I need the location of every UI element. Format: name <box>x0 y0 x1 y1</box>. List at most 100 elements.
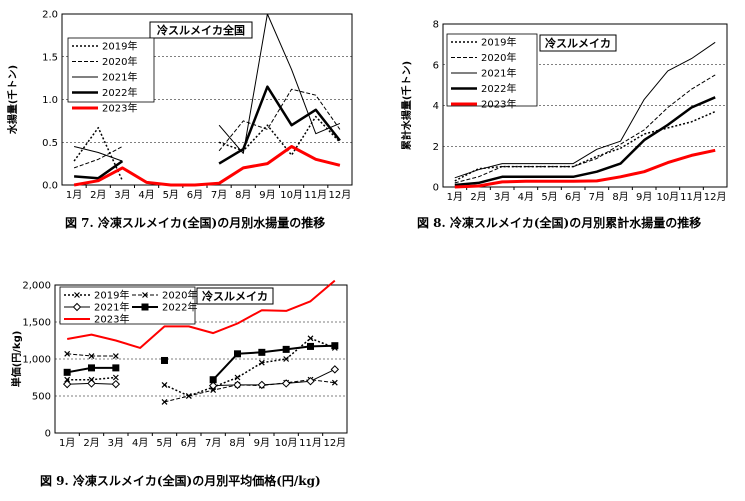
series-line <box>73 146 123 169</box>
legend-box <box>446 33 538 107</box>
figure-caption: 図 9. 冷凍スルメイカ(全国)の月別平均価格(円/kg) <box>40 473 321 488</box>
data-point <box>306 376 315 386</box>
legend-label: 2020年 <box>162 289 197 302</box>
x-tick-label: 12月 <box>329 189 352 201</box>
y-axis-title: 単価(円/kg) <box>10 331 23 388</box>
series-line <box>454 110 716 182</box>
series-2022年 <box>74 85 341 180</box>
series-line <box>164 337 336 397</box>
legend-label: 2019年 <box>94 289 129 302</box>
series-2020年 <box>73 88 341 169</box>
data-point <box>283 356 290 362</box>
data-point <box>88 353 95 359</box>
x-tick-label: 1月 <box>447 191 463 203</box>
chart-title: 冷スルメイカ <box>545 36 611 50</box>
series-line <box>218 115 341 156</box>
chart-2: 0 2 4 6 8 1月 2月 3月 4月 5月 6月 7月 8月 9月 10月 11月 12月 累計水揚量(千ト… <box>400 20 728 230</box>
y-tick-label: 8 <box>433 20 439 31</box>
legend-label: 2020年 <box>102 55 137 68</box>
legend-label: 2022年 <box>481 82 516 95</box>
x-tick-label: 3月 <box>114 189 130 201</box>
series-2020年 <box>454 74 716 184</box>
x-tick-label: 9月 <box>636 191 652 203</box>
x-tick-label: 10月 <box>275 437 298 449</box>
y-axis-title: 水揚量(千トン) <box>6 65 19 135</box>
data-point <box>331 379 338 386</box>
y-tick-label: 2 <box>433 142 439 153</box>
data-point <box>74 292 80 298</box>
x-tick-label: 2月 <box>90 189 106 201</box>
chart-3: 0 500 1,000 1,500 2,000 1月 2月 3月 4月 5月 6月 7月 8月 9月 10月… <box>10 279 348 488</box>
data-point <box>307 335 314 342</box>
y-tick-label: 0 <box>45 429 51 440</box>
title-box <box>149 21 253 39</box>
series-2022年 <box>454 96 716 187</box>
y-tick-label: 1.0 <box>42 95 58 106</box>
x-tick-label: 3月 <box>108 437 124 449</box>
series-line <box>218 13 341 154</box>
y-tick-label: 0 <box>433 183 439 194</box>
legend-label: 2022年 <box>102 86 137 99</box>
y-tick-label: 2.0 <box>42 10 58 21</box>
series-line <box>454 41 716 179</box>
data-point <box>111 379 121 389</box>
data-point <box>88 364 95 372</box>
data-point <box>112 364 120 372</box>
data-point <box>141 303 149 311</box>
x-tick-label: 12月 <box>323 437 346 449</box>
chart-1: 0.0 0.5 1.0 1.5 2.0 1月 2月 3月 4月 5月 6月 7月 8月 9月 10月 11月 1… <box>6 10 353 230</box>
x-tick-label: 4月 <box>518 191 534 203</box>
x-tick-label: 9月 <box>259 189 275 201</box>
y-tick-label: 4 <box>433 101 439 112</box>
x-tick-label: 6月 <box>181 437 197 449</box>
data-point <box>112 353 119 359</box>
data-point <box>282 345 290 353</box>
data-point <box>208 381 218 390</box>
data-point <box>87 379 96 388</box>
x-tick-label: 8月 <box>229 437 245 449</box>
data-point <box>62 379 72 389</box>
data-point <box>112 374 119 381</box>
legend-label: 2023年 <box>481 98 516 111</box>
legend-label: 2021年 <box>481 67 516 80</box>
legend: 2019年 2020年 2021年 2022年 2023年 <box>67 37 155 115</box>
legend: 2019年 2020年 2021年 2022年 2023年 <box>59 286 197 326</box>
legend-label: 2023年 <box>94 313 129 326</box>
x-tick-label: 3月 <box>494 191 510 203</box>
chart-title: 冷スルメイカ全国 <box>157 23 245 37</box>
data-point <box>330 365 340 374</box>
series-2021年 <box>62 365 340 390</box>
data-point <box>234 350 241 358</box>
series-2019年 <box>454 110 716 182</box>
x-tick-label: 11月 <box>304 189 327 201</box>
x-tick-label: 5月 <box>163 189 179 201</box>
y-tick-label: 500 <box>32 392 51 403</box>
y-axis-title: 累計水揚量(千トン) <box>400 61 413 150</box>
x-tick-label: 9月 <box>254 437 270 449</box>
data-point <box>63 368 71 376</box>
series-line <box>218 88 341 152</box>
x-tick-label: 5月 <box>541 191 557 203</box>
data-point <box>142 292 148 298</box>
data-point <box>161 381 168 388</box>
series-line <box>213 368 336 387</box>
x-tick-label: 8月 <box>612 191 628 203</box>
x-tick-label: 4月 <box>138 189 154 201</box>
y-tick-label: 0.5 <box>42 138 58 149</box>
title-box <box>196 287 274 305</box>
x-tick-label: 10月 <box>280 189 303 201</box>
chart-title: 冷スルメイカ <box>202 289 268 303</box>
series-2023年 <box>67 279 336 349</box>
data-point <box>258 348 266 356</box>
legend-label: 2021年 <box>94 301 129 314</box>
legend-label: 2020年 <box>481 51 516 64</box>
data-point <box>331 342 339 350</box>
x-tick-label: 11月 <box>680 191 703 203</box>
figure-caption: 図 7. 冷凍スルメイカ(全国)の月別水揚量の推移 <box>65 215 325 230</box>
data-point <box>185 393 192 399</box>
series-line <box>67 279 336 349</box>
legend-label: 2022年 <box>162 301 197 314</box>
x-tick-label: 4月 <box>132 437 148 449</box>
data-point <box>307 342 314 350</box>
